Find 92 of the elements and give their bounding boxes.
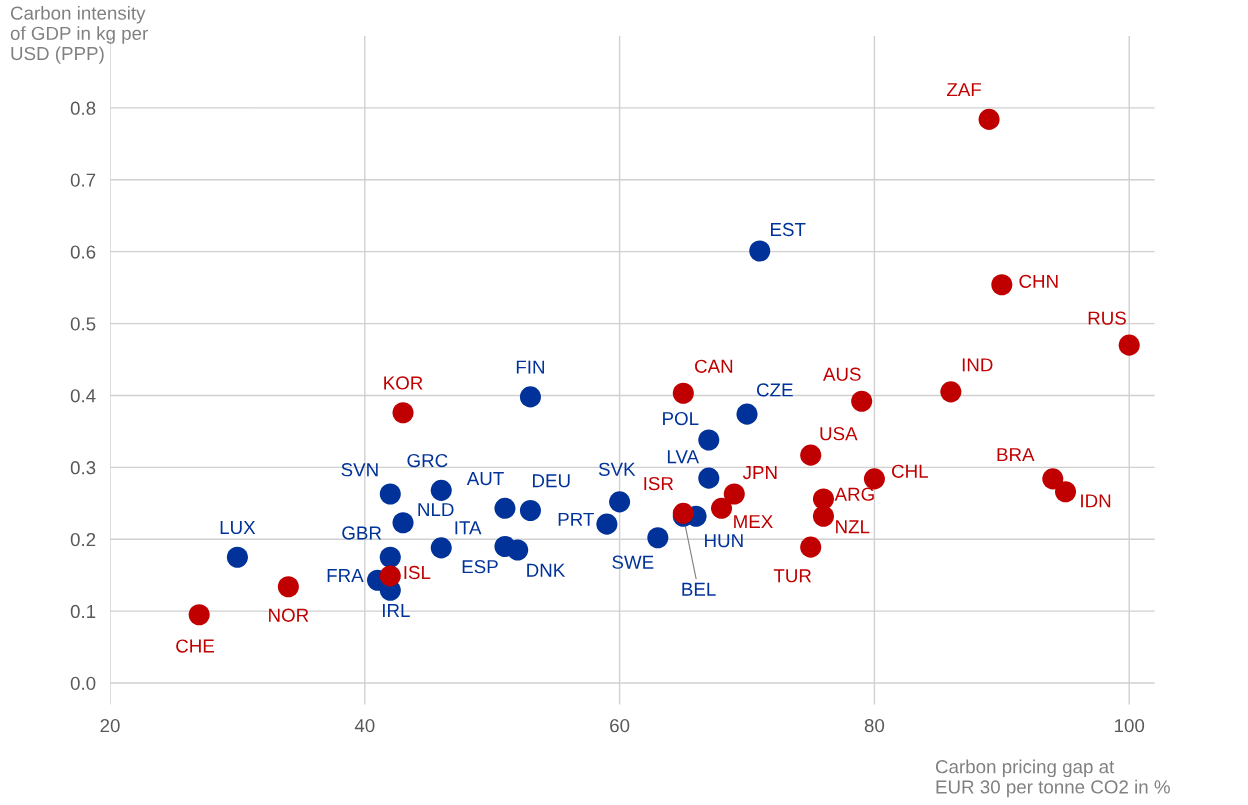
data-label: CHE [176,639,214,653]
data-label: IND [962,358,993,372]
y-tick-label: 0.4 [70,389,96,403]
y-tick-label: 0.6 [70,245,96,259]
point [698,429,720,451]
data-label: IDN [1081,494,1111,508]
y-tick-label: 0.2 [70,532,96,547]
data-label: TUR [773,569,812,583]
x-axis-title: Carbon pricing gap at EUR 30 per tonne CO2 in % [935,759,1170,798]
data-label: DNK [527,563,566,577]
point [698,467,720,489]
y-tick-label: 0.3 [70,461,96,475]
x-tick-label: 40 [354,718,375,733]
point [749,240,771,262]
point [277,576,299,598]
point [430,479,452,501]
data-label: ESP [462,560,498,574]
data-label: ZAF [946,83,982,97]
data-label: EST [771,222,806,237]
point [609,491,631,513]
x-tick-label: 100 [1115,718,1145,733]
y-axis-title: Carbon intensity of GDP in kg per USD (PPP) [10,6,148,64]
point [736,403,758,425]
data-label: BRA [997,448,1035,462]
data-label: BEL [682,582,716,596]
point [379,565,401,587]
data-label: CZE [756,383,793,397]
data-label: LVA [667,450,700,464]
data-label: AUS [822,367,861,381]
data-label: KOR [384,376,423,390]
x-tick-label: 80 [864,718,885,733]
data-label: LUX [220,520,256,535]
point [940,381,962,403]
point [800,536,822,558]
point [379,483,401,505]
point [1118,334,1140,356]
data-label: FIN [516,360,544,374]
point [991,274,1013,296]
point [812,505,834,527]
data-label: SWE [612,555,654,569]
point [430,537,452,559]
y-tick-label: 0.1 [70,604,96,619]
y-tick-label: 0.7 [70,173,96,187]
point [711,497,733,519]
point [507,539,529,561]
x-tick-label: 60 [610,718,630,733]
data-label: GRC [407,453,448,468]
point [494,497,516,519]
data-label: MEX [734,515,773,529]
point [800,444,822,466]
point [1054,481,1077,503]
point [392,512,414,534]
data-label: ITA [455,521,482,535]
data-label: SVN [341,463,378,477]
point [392,402,414,424]
data-label: HUN [705,534,743,548]
data-label: FRA [327,568,364,582]
data-label: SVK [598,462,636,476]
point [723,483,745,505]
point [851,390,873,412]
data-label: ARG [834,487,874,501]
data-label: CAN [695,359,733,373]
data-label: GBR [342,526,382,540]
data-label: IRL [382,604,410,617]
data-label: DEU [533,474,570,488]
point [978,108,1000,130]
y-tick-label: 0.0 [70,676,96,691]
data-label: USA [820,427,858,441]
point [379,546,401,568]
data-label: PRT [558,512,594,526]
y-tick-label: 0.5 [70,317,96,331]
data-label: POL [663,411,699,426]
point [596,513,618,535]
data-label: NLD [418,503,454,517]
point [672,382,694,404]
data-label: JPN [742,466,777,480]
data-label: RUS [1088,311,1126,325]
data-label: NOR [269,608,309,622]
data-label: CHL [892,464,928,478]
point [647,527,669,549]
point [1042,468,1064,490]
data-label: AUT [466,472,504,486]
point [188,604,210,626]
x-tick-label: 20 [100,718,120,733]
y-tick-label: 0.8 [70,101,96,115]
data-label: CHN [1019,274,1058,288]
point [519,386,541,408]
data-label: ISL [404,565,431,580]
data-label: NZL [836,520,870,534]
point [226,546,248,568]
point [519,499,541,522]
data-label: ISR [644,476,674,491]
